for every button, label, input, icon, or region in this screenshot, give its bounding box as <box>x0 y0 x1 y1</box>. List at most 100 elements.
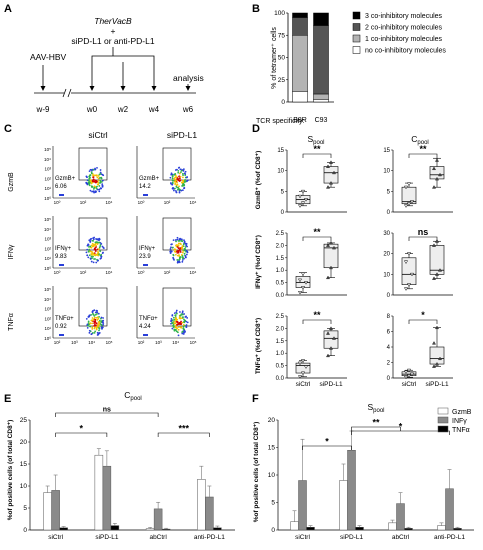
panel-d-box-plots: Spool Cpool GzmB⁺ (%of CD8⁺) IFNγ⁺ (%of … <box>255 134 453 388</box>
flow-event-dot <box>175 179 178 182</box>
bar-mark <box>153 508 163 531</box>
d-point <box>326 275 330 280</box>
b-legend-swatch <box>352 46 361 54</box>
panel-b-ylabel: % of tetramer⁺ cells <box>271 27 278 89</box>
bar-mark <box>145 528 155 531</box>
flow-event-dot <box>175 176 178 179</box>
flow-event-dot <box>95 322 98 325</box>
flow-event-dot <box>88 239 91 242</box>
panel-letter-b: B <box>252 3 260 15</box>
flow-event-dot <box>173 318 176 321</box>
flow-x-tick-label: 10⁴ <box>88 340 95 345</box>
flow-event-dot <box>179 247 181 250</box>
flow-event-dot <box>92 318 95 321</box>
flow-event-dot <box>88 177 91 180</box>
flow-event-dot <box>176 236 179 239</box>
flow-event-dot <box>186 321 189 324</box>
d-point <box>406 368 412 373</box>
flow-event-dot <box>94 311 97 314</box>
d-y-tick-label: 0 <box>387 376 391 382</box>
d-point <box>332 336 336 340</box>
d-point <box>403 204 409 208</box>
flow-event-dot <box>98 253 101 256</box>
flow-event-dot <box>95 238 97 240</box>
flow-event-dot <box>86 326 89 329</box>
box-ylabel-tnfa: TNFα⁺ (%of CD8⁺) <box>255 318 262 374</box>
flow-event-dot <box>170 319 173 322</box>
flow-event-dot <box>179 171 182 174</box>
flow-event-dot <box>88 331 91 334</box>
flow-event-dot <box>94 179 97 182</box>
flow-event-dot <box>181 316 184 319</box>
d-y-tick-label: 1.0 <box>276 268 285 274</box>
d-y-tick-label: 0.0 <box>276 293 285 299</box>
b-bar-segment <box>292 17 308 36</box>
d-point <box>326 185 330 189</box>
flow-event-dot <box>171 183 174 186</box>
d-point <box>329 326 333 330</box>
bar-sig-label: * <box>325 437 329 447</box>
flow-event-dot <box>98 188 101 191</box>
d-sig-label: * <box>421 310 425 320</box>
d-y-tick-label: 2.5 <box>276 314 285 320</box>
f-legend-label: TNFα <box>452 427 470 434</box>
flow-event-dot <box>176 238 179 241</box>
bar-mark <box>205 496 214 531</box>
flow-event-dot <box>184 319 187 322</box>
flow-event-dot <box>93 326 96 329</box>
flow-event-dot <box>177 240 180 242</box>
flow-event-dot <box>179 251 182 253</box>
flow-event-dot <box>182 243 185 246</box>
d-point <box>432 185 436 189</box>
bar-y-tick-label: 20 <box>268 417 276 424</box>
flow-event-dot <box>181 251 184 254</box>
flow-event-dot <box>173 180 176 183</box>
box-ylabel-gzmb: GzmB⁺ (%of CD8⁺) <box>255 151 262 210</box>
flow-event-dot <box>181 257 184 260</box>
flow-event-dot <box>94 250 97 253</box>
flow-event-dot <box>177 334 180 337</box>
d-point <box>326 353 330 358</box>
flow-event-dot <box>97 312 100 315</box>
flow-event-dot <box>181 181 183 184</box>
d-point <box>326 331 330 335</box>
flow-event-dot <box>180 189 183 192</box>
panel-a-timeline: TherVacB + siPD-L1 or anti-PD-L1 AAV-HBV… <box>30 16 204 114</box>
flow-event-dot <box>176 259 179 261</box>
bar-y-tick-label: 5 <box>23 505 27 512</box>
flow-y-tick-label: 10⁵ <box>44 147 51 152</box>
flow-baseline-events <box>143 264 148 266</box>
flow-y-tick-label: 10³ <box>44 307 51 312</box>
flow-event-dot <box>89 174 92 177</box>
flow-event-dot <box>180 326 182 329</box>
flow-event-dot <box>100 255 103 258</box>
flow-event-dot <box>180 320 182 323</box>
flow-x-tick-label: 10⁰ <box>138 270 145 275</box>
flow-event-dot <box>184 248 186 250</box>
d-sig-label: ** <box>313 310 321 320</box>
flow-y-tick-label: 10⁴ <box>44 227 51 232</box>
d-box <box>295 362 311 374</box>
d-y-tick-label: 2.0 <box>276 243 285 249</box>
d-box <box>295 276 311 288</box>
flow-event-dot <box>90 244 93 247</box>
bar-y-tick-label: 20 <box>20 439 28 446</box>
bar-mark <box>347 450 356 531</box>
panel-c-flow-plots: siCtrl siPD-L1 GzmB IFNγ TNFα 10⁵ 10⁴ 10³ 1… <box>8 130 197 345</box>
flow-x-tick-label: 10⁴ <box>190 270 197 275</box>
flow-event-dot <box>173 178 176 181</box>
d-point <box>326 243 330 247</box>
d-point <box>300 201 306 206</box>
flow-event-dot <box>171 319 174 322</box>
flow-event-dot <box>89 257 92 260</box>
d-point <box>300 371 306 376</box>
flow-x-tick-label: 10⁰ <box>138 200 145 205</box>
flow-event-dot <box>178 317 181 319</box>
d-point <box>409 372 415 377</box>
bar-mark <box>43 492 52 531</box>
flow-y-tick-label: 10⁵ <box>44 217 51 222</box>
d-point <box>432 364 436 368</box>
flow-event-dot <box>174 325 177 328</box>
flow-event-dot <box>171 246 174 249</box>
flow-event-dot <box>101 184 104 187</box>
